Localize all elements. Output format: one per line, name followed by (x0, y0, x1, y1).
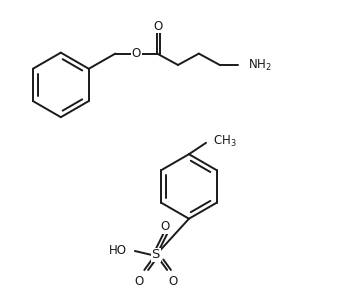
Text: O: O (168, 275, 177, 288)
Text: NH$_2$: NH$_2$ (248, 57, 272, 73)
Text: O: O (161, 220, 170, 233)
Text: O: O (132, 47, 141, 60)
Text: HO: HO (109, 245, 127, 257)
Text: S: S (152, 248, 160, 261)
Text: CH$_3$: CH$_3$ (213, 134, 236, 149)
Text: O: O (134, 275, 143, 288)
Text: O: O (154, 20, 163, 33)
